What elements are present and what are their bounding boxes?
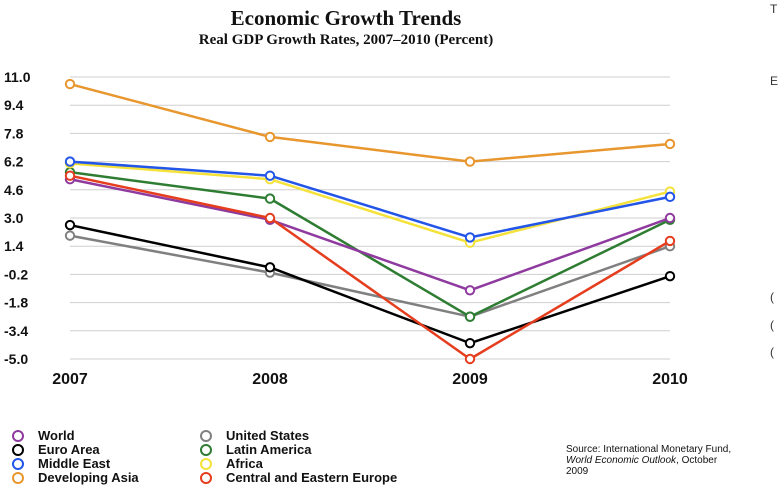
source-line-2: World Economic Outlook, October — [566, 455, 731, 466]
legend-item-developing-asia: Developing Asia — [12, 470, 139, 485]
legend-label: Euro Area — [38, 442, 100, 457]
series-line-developing-asia — [69, 82, 671, 163]
legend-label: Central and Eastern Europe — [226, 470, 398, 485]
legend-label: Latin America — [226, 442, 312, 457]
data-point-united-states — [64, 230, 76, 241]
legend-item-euro-area: Euro Area — [12, 442, 100, 457]
data-point-central-and-eastern-europe — [264, 212, 276, 224]
x-tick-label: 2010 — [652, 371, 688, 388]
legend-item-middle-east: Middle East — [12, 456, 110, 471]
legend-marker-icon — [200, 457, 212, 470]
data-point-developing-asia — [64, 78, 76, 90]
y-tick-label: 11.0 — [4, 69, 31, 85]
legend-label: Africa — [226, 456, 263, 471]
source-date: , October — [676, 455, 718, 466]
series-line-central-and-eastern-europe — [69, 174, 671, 361]
chart-title: Economic Growth Trends — [230, 6, 462, 30]
source-line-3: 2009 — [566, 466, 589, 477]
legend-item-latin-america: Latin America — [200, 442, 312, 457]
legend-label: Developing Asia — [38, 470, 139, 485]
series-line-africa — [69, 162, 671, 244]
y-tick-label: 9.4 — [4, 97, 24, 113]
data-point-euro-area — [64, 219, 76, 231]
legend-label: United States — [226, 428, 310, 443]
series-line-united-states — [69, 234, 671, 318]
legend-item-united-states: United States — [200, 428, 309, 443]
data-point-euro-area — [264, 262, 276, 273]
data-point-central-and-eastern-europe — [64, 170, 76, 181]
x-tick-label: 2008 — [252, 371, 288, 388]
legend-marker-icon — [200, 429, 212, 442]
x-tick-label: 2009 — [452, 371, 488, 388]
data-point-central-and-eastern-europe — [464, 353, 476, 365]
legend-marker-icon — [200, 471, 212, 484]
y-tick-label: 1.4 — [4, 238, 24, 254]
y-tick-label: -1.8 — [4, 295, 28, 311]
legend: World Euro Area Middle East Developing A… — [12, 428, 532, 486]
source-note: Source: International Monetary Fund, Wor… — [566, 444, 731, 477]
legend-item-central-eastern-europe: Central and Eastern Europe — [200, 470, 397, 485]
edge-fragment: T — [770, 2, 778, 16]
edge-fragment: ( — [770, 318, 774, 332]
y-tick-label: 3.0 — [4, 210, 24, 226]
data-point-world — [664, 212, 676, 224]
legend-label: Middle East — [38, 456, 111, 471]
edge-fragment: ( — [770, 290, 774, 304]
data-point-middle-east — [464, 232, 476, 243]
legend-label: World — [38, 428, 75, 443]
data-point-middle-east — [64, 156, 76, 167]
source-publication: World Economic Outlook — [566, 455, 677, 466]
y-tick-label: -3.4 — [4, 323, 28, 339]
y-tick-label: 7.8 — [4, 125, 24, 141]
legend-marker-icon — [12, 429, 24, 442]
line-chart: 11.0 9.4 7.8 6.2 4.6 3.0 1.4 -0.2 -1.8 -3.4 -5.0 20… — [4, 69, 688, 388]
legend-marker-icon — [12, 457, 24, 470]
data-point-latin-america — [464, 311, 476, 322]
series-line-latin-america — [69, 170, 671, 318]
source-line-1: Source: International Monetary Fund, — [566, 444, 732, 455]
edge-fragment: E — [770, 74, 778, 88]
legend-marker-icon — [12, 443, 24, 456]
series-line-middle-east — [69, 160, 671, 239]
y-tick-label: -0.2 — [4, 266, 28, 282]
data-point-central-and-eastern-europe — [664, 235, 676, 247]
data-point-middle-east — [264, 170, 276, 181]
data-point-developing-asia — [264, 131, 276, 143]
y-tick-label: -5.0 — [4, 351, 28, 367]
edge-fragment: ( — [770, 345, 774, 359]
data-point-middle-east — [664, 191, 676, 203]
x-tick-label: 2007 — [52, 371, 88, 388]
data-point-euro-area — [664, 270, 676, 282]
series-line-euro-area — [69, 223, 671, 345]
legend-marker-icon — [12, 471, 24, 484]
y-tick-label: 6.2 — [4, 154, 24, 170]
data-point-latin-america — [264, 193, 276, 204]
chart-subtitle: Real GDP Growth Rates, 2007–2010 (Percen… — [198, 32, 494, 48]
legend-marker-icon — [200, 443, 212, 456]
legend-item-world: World — [12, 428, 75, 443]
y-tick-label: 4.6 — [4, 182, 24, 198]
data-point-developing-asia — [464, 156, 476, 167]
data-point-world — [464, 285, 476, 296]
data-point-developing-asia — [664, 138, 676, 150]
legend-item-africa: Africa — [200, 456, 263, 471]
data-point-euro-area — [464, 337, 476, 349]
series-line-world — [69, 177, 671, 292]
